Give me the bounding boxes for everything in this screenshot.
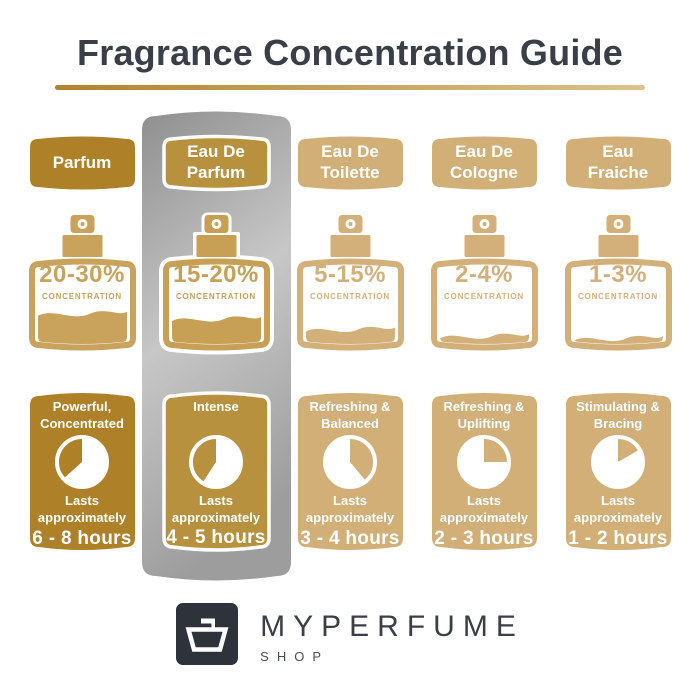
info-card: Refreshing & Balanced Lasts approximatel… — [297, 390, 403, 553]
card-content: Powerful, Concentrated Lasts approximate… — [30, 390, 135, 550]
bottle-shape — [158, 212, 274, 355]
header-ribbon-shape — [431, 134, 537, 192]
bottle-shape — [296, 215, 404, 351]
fragrance-column: Eau Fraiche 1-3% CONCENTRATION Stimulati… — [564, 134, 672, 553]
card-description: Powerful, Concentrated — [40, 399, 124, 431]
column-title: Eau De Cologne — [450, 142, 518, 182]
bottle-shape — [430, 215, 538, 351]
header-ribbon-shape — [297, 134, 403, 192]
concentration-label: CONCENTRATION — [41, 292, 123, 301]
perfume-bottle-icon: 5-15% CONCENTRATION — [296, 215, 404, 351]
info-card: Stimulating & Bracing Lasts approximatel… — [565, 390, 671, 553]
perfume-bottle-icon: 2-4% CONCENTRATION — [430, 215, 538, 351]
clock-pie-icon — [189, 435, 243, 489]
card-description: Intense — [193, 399, 239, 414]
column-header: Eau De Cologne — [431, 134, 537, 192]
header-ribbon-shape — [565, 134, 671, 192]
duration-value: 3 - 4 hours — [300, 527, 400, 549]
concentration-value: 20-30% — [39, 261, 125, 288]
column-title: Eau Fraiche — [587, 142, 649, 182]
duration-value: 6 - 8 hours — [32, 527, 132, 549]
column-title: Eau De Toilette — [320, 142, 380, 182]
concentration-label: CONCENTRATION — [443, 292, 525, 301]
brand-subtitle: SHOP — [260, 648, 329, 664]
fragrance-column: Eau De Parfum 15-20% CONCENTRATION Inten… — [141, 111, 291, 581]
info-card: Intense Lasts approximately 4 - 5 hours — [161, 390, 271, 553]
fragrance-column: Eau De Cologne 2-4% CONCENTRATION Refres… — [430, 134, 538, 553]
header-ribbon-shape — [161, 134, 271, 192]
page-title: Fragrance Concentration Guide — [77, 32, 623, 73]
column-title: Parfum — [52, 152, 112, 172]
lasts-label: Lasts approximately — [305, 493, 395, 525]
clock-pie-icon — [55, 435, 109, 490]
header-ribbon-shape — [29, 134, 135, 192]
clock-pie-icon — [323, 435, 377, 490]
title-underline-divider — [55, 85, 645, 90]
card-content: Stimulating & Bracing Lasts approximatel… — [566, 390, 671, 550]
column-header: Eau De Toilette — [297, 134, 403, 192]
concentration-value: 5-15% — [314, 261, 386, 288]
bottle-shape — [564, 215, 672, 351]
perfume-bottle-icon: 15-20% CONCENTRATION — [158, 212, 274, 355]
concentration-value: 2-4% — [454, 261, 514, 288]
clock-pie-icon — [591, 435, 645, 490]
lasts-label: Lasts approximately — [171, 493, 261, 525]
lasts-label: Lasts approximately — [439, 493, 529, 525]
fragrance-columns: Parfum 20-30% CONCENTRATION Powerful, Co… — [0, 111, 700, 581]
concentration-label: CONCENTRATION — [577, 292, 659, 301]
card-description: Refreshing & Uplifting — [443, 399, 525, 431]
duration-value: 1 - 2 hours — [568, 527, 668, 549]
column-header: Eau De Parfum — [161, 134, 271, 192]
duration-value: 2 - 3 hours — [434, 527, 534, 549]
lasts-label: Lasts approximately — [573, 493, 663, 525]
concentration-label: CONCENTRATION — [175, 292, 257, 301]
column-header: Eau Fraiche — [565, 134, 671, 192]
column-header: Parfum — [29, 134, 135, 192]
brand-text-block: MYPERFUME SHOP — [260, 610, 524, 664]
bottle-shape — [28, 215, 136, 351]
fragrance-column: Parfum 20-30% CONCENTRATION Powerful, Co… — [28, 134, 136, 553]
column-title: Eau De Parfum — [186, 142, 246, 182]
lasts-label: Lasts approximately — [37, 493, 127, 525]
info-card: Powerful, Concentrated Lasts approximate… — [29, 390, 135, 553]
card-content: Refreshing & Uplifting Lasts approximate… — [432, 390, 537, 550]
card-description: Stimulating & Bracing — [576, 399, 660, 431]
info-card: Refreshing & Uplifting Lasts approximate… — [431, 390, 537, 553]
clock-pie-icon — [457, 435, 511, 490]
duration-value: 4 - 5 hours — [166, 527, 266, 549]
card-content: Refreshing & Balanced Lasts approximatel… — [298, 390, 403, 550]
card-description: Refreshing & Balanced — [309, 399, 391, 431]
concentration-label: CONCENTRATION — [309, 292, 391, 301]
fragrance-column: Eau De Toilette 5-15% CONCENTRATION Refr… — [296, 134, 404, 553]
card-content: Intense Lasts approximately 4 - 5 hours — [164, 390, 269, 549]
perfume-bottle-icon: 1-3% CONCENTRATION — [564, 215, 672, 351]
concentration-value: 1-3% — [588, 261, 648, 288]
concentration-value: 15-20% — [173, 261, 259, 288]
perfume-bottle-icon: 20-30% CONCENTRATION — [28, 215, 136, 351]
footer-brand-bar: MYPERFUME SHOP — [0, 603, 700, 670]
brand-name: MYPERFUME — [260, 609, 524, 643]
perfume-bottle-logo-icon — [176, 603, 239, 670]
